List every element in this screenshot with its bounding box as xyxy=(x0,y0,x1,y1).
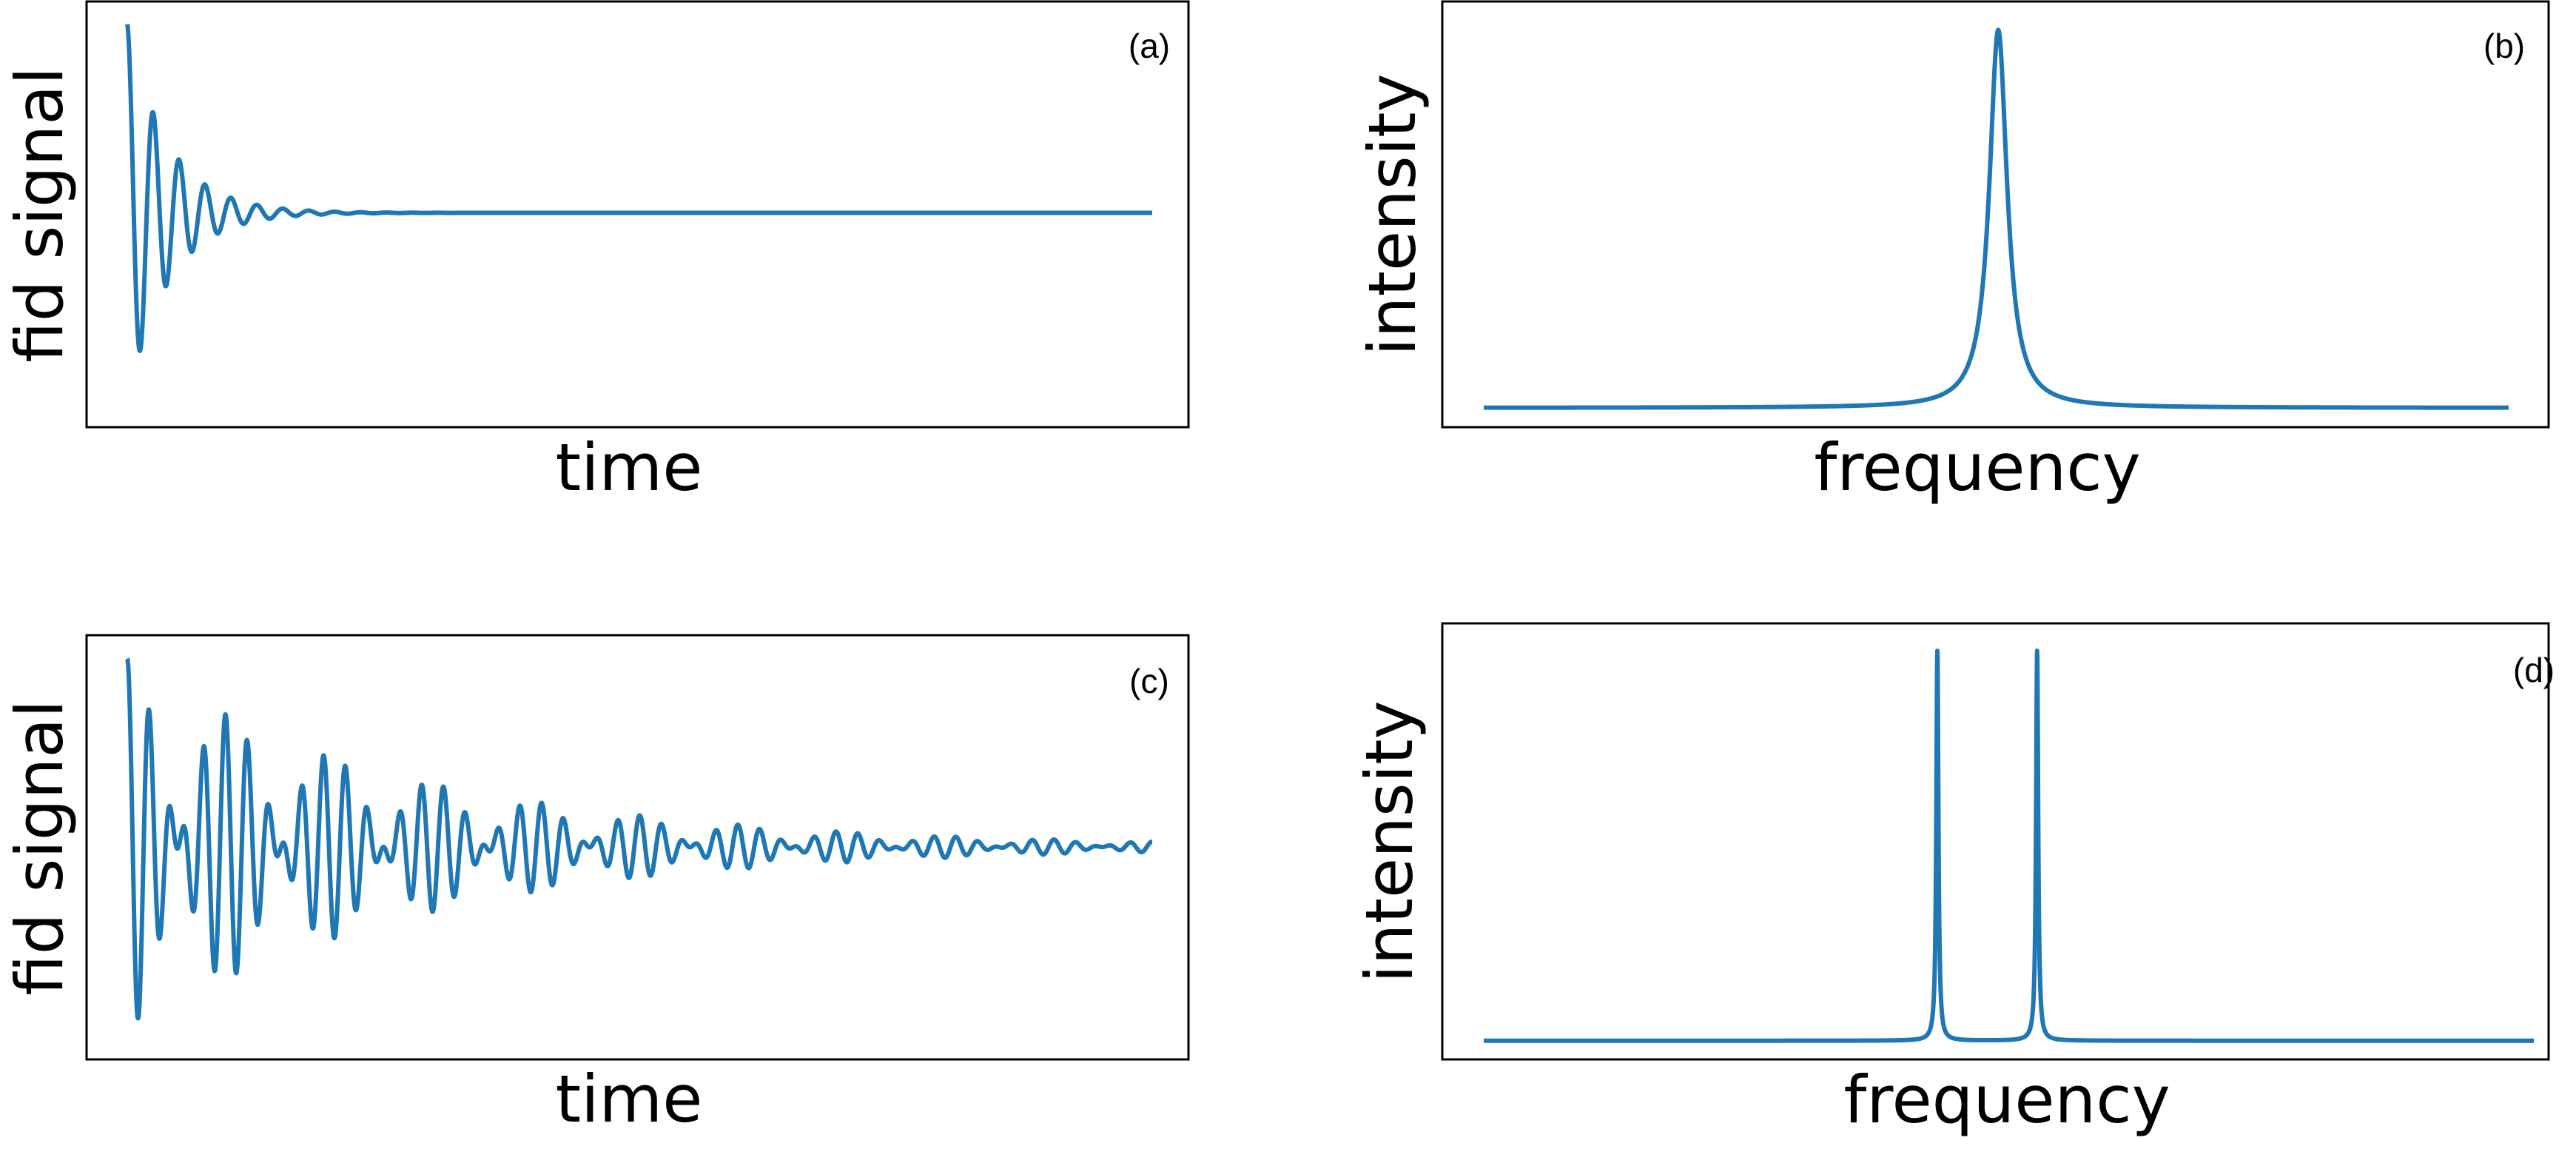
panel-d-tag: (d) xyxy=(2513,651,2555,689)
panel-a-fid-trace xyxy=(125,23,1154,354)
panel-d-spectrum-trace xyxy=(1482,648,2536,1043)
panel-c-tag: (c) xyxy=(1129,662,1169,700)
panel-b-frame xyxy=(1441,0,2550,429)
panel-d-ylabel: intensity xyxy=(1351,700,1427,983)
panel-a: (a) time fid signal xyxy=(1,0,1190,506)
panel-c: (c) time fid signal xyxy=(1,634,1190,1137)
panel-a-frame xyxy=(85,0,1190,429)
panel-a-ylabel: fid signal xyxy=(1,67,78,363)
panel-a-xlabel: time xyxy=(556,429,703,506)
panel-c-fid-trace xyxy=(125,657,1154,1021)
panel-c-ylabel: fid signal xyxy=(1,700,78,996)
panel-c-frame xyxy=(85,634,1190,1061)
panel-d-frame xyxy=(1441,622,2550,1061)
panel-d: (d) frequency intensity xyxy=(1351,622,2555,1138)
panel-a-tag: (a) xyxy=(1129,27,1170,65)
panel-b-xlabel: frequency xyxy=(1814,429,2140,506)
panel-b-ylabel: intensity xyxy=(1354,73,1430,356)
panel-d-xlabel: frequency xyxy=(1843,1062,2170,1138)
panel-b-tag: (b) xyxy=(2483,27,2525,65)
panel-c-xlabel: time xyxy=(556,1061,703,1137)
panel-b-spectrum-trace xyxy=(1482,27,2511,410)
panel-b: (b) frequency intensity xyxy=(1354,0,2550,506)
